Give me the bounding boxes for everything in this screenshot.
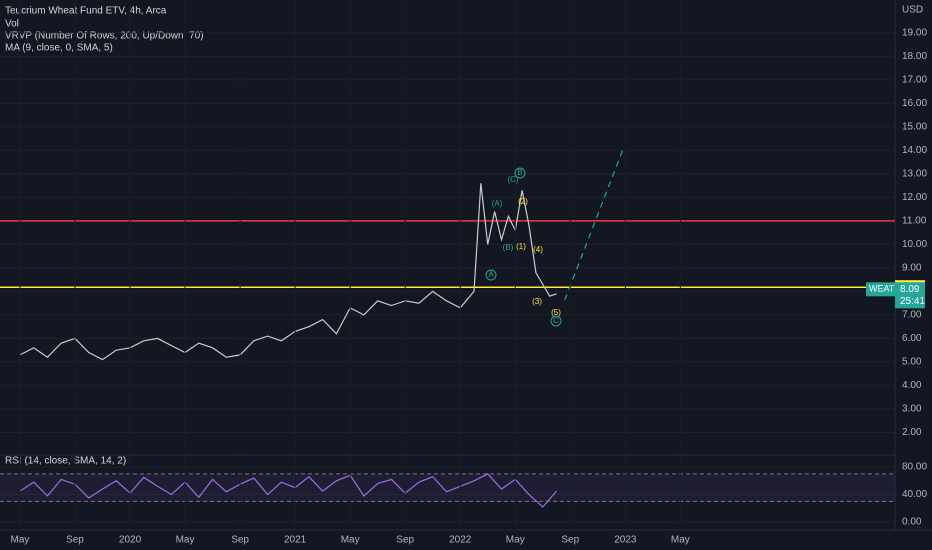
wave-label: (A) bbox=[492, 199, 503, 208]
y-tick-label: 11.00 bbox=[902, 216, 927, 227]
y-tick-label: 80.00 bbox=[902, 462, 927, 473]
x-tick-label: May bbox=[506, 535, 525, 546]
rsi-title: RSI (14, close, SMA, 14, 2) bbox=[5, 456, 126, 467]
y-tick-label: 9.00 bbox=[902, 263, 922, 274]
last-close: 8.09 bbox=[900, 284, 920, 295]
y-tick-label: 16.00 bbox=[902, 98, 927, 109]
symbol-tag bbox=[866, 282, 895, 297]
y-tick-label: 14.00 bbox=[902, 145, 927, 156]
x-tick-label: 2023 bbox=[614, 535, 637, 546]
indicator: VRVP (Number Of Rows, 200, Up/Down, 70) bbox=[5, 31, 204, 42]
chart-title: Teucrium Wheat Fund ETV, 4h, Arca bbox=[5, 6, 167, 17]
x-tick-label: 2021 bbox=[284, 535, 307, 546]
y-tick-label: 12.00 bbox=[902, 192, 927, 203]
rsi-band-fill bbox=[0, 473, 895, 502]
y-tick-label: 0.00 bbox=[902, 517, 922, 528]
y-tick-label: 17.00 bbox=[902, 75, 927, 86]
x-tick-label: May bbox=[10, 535, 29, 546]
y-tick-label: 3.00 bbox=[902, 404, 922, 415]
x-tick-label: May bbox=[341, 535, 360, 546]
series-line bbox=[19, 183, 557, 361]
x-tick-label: Sep bbox=[561, 535, 579, 546]
y-tick-label: 13.00 bbox=[902, 169, 927, 180]
series-line bbox=[19, 473, 557, 508]
close-tag bbox=[895, 282, 925, 309]
x-tick-label: May bbox=[671, 535, 690, 546]
y-tick-label: 4.00 bbox=[902, 380, 922, 391]
wave-circle bbox=[550, 315, 562, 327]
x-tick-label: 2020 bbox=[119, 535, 142, 546]
x-tick-label: Sep bbox=[396, 535, 414, 546]
y-tick-label: 2.00 bbox=[902, 427, 922, 438]
x-tick-label: May bbox=[176, 535, 195, 546]
y-tick-label: 19.00 bbox=[902, 28, 927, 39]
wave-label: C bbox=[553, 316, 559, 325]
wave-label: (1) bbox=[516, 242, 526, 251]
wave-label: A bbox=[488, 270, 494, 279]
wave-label: (2) bbox=[518, 197, 528, 206]
wave-label: B bbox=[517, 168, 522, 177]
countdown: 25:41 bbox=[900, 296, 925, 307]
x-tick-label: Sep bbox=[66, 535, 84, 546]
y-tick-label: 6.00 bbox=[902, 333, 922, 344]
x-tick-label: Sep bbox=[231, 535, 249, 546]
indicator: MA (9, close, 0, SMA, 5) bbox=[5, 43, 113, 54]
y-tick-label: 15.00 bbox=[902, 122, 927, 133]
wave-label: (B) bbox=[503, 243, 514, 252]
wave-circle bbox=[485, 269, 497, 281]
wave-label: (C) bbox=[507, 175, 518, 184]
wave-label: (3) bbox=[532, 297, 542, 306]
wave-label: (4) bbox=[533, 245, 543, 254]
y-tick-label: 18.00 bbox=[902, 51, 927, 62]
x-tick-label: 2022 bbox=[449, 535, 472, 546]
series-line bbox=[564, 150, 624, 301]
y-tick-label: 40.00 bbox=[902, 489, 927, 500]
indicator: Vol bbox=[5, 19, 19, 30]
y-tick-label: 5.00 bbox=[902, 357, 922, 368]
currency: USD bbox=[902, 5, 923, 16]
y-tick-label: 7.00 bbox=[902, 310, 922, 321]
y-tick-label: 10.00 bbox=[902, 239, 927, 250]
wave-label: (5) bbox=[551, 308, 561, 317]
symbol: WEAT bbox=[869, 284, 895, 294]
wave-circle bbox=[514, 167, 526, 179]
